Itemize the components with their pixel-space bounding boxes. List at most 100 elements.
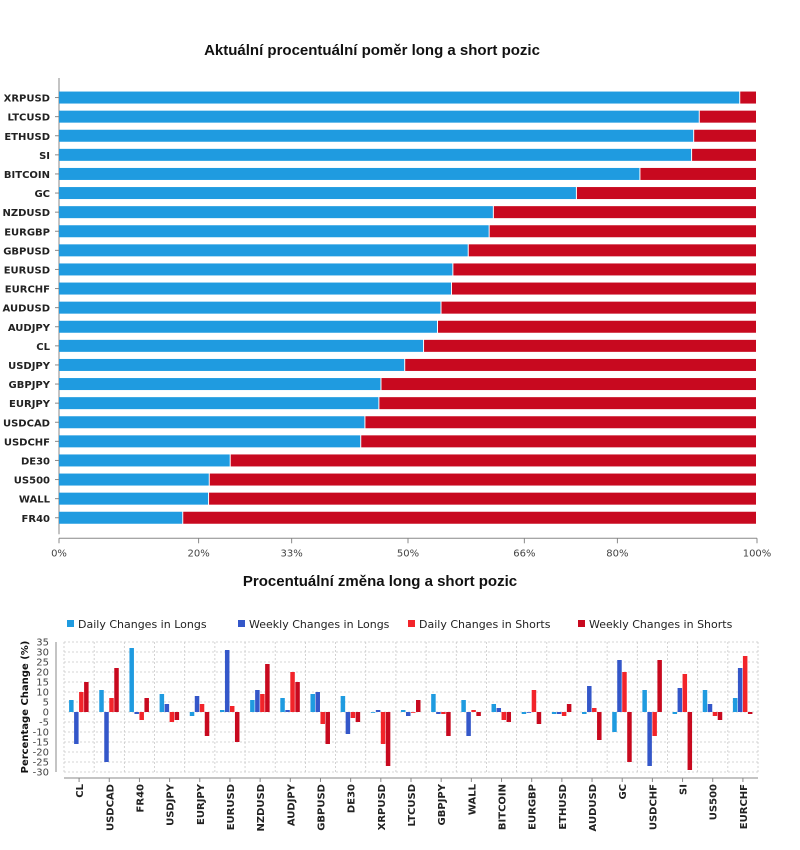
- bar-3-WALL: [476, 712, 481, 716]
- y-tick-label: -30: [33, 768, 49, 779]
- category-label: NZDUSD: [2, 208, 50, 219]
- bar-2-GBPJPY: [441, 712, 446, 714]
- bar-2-EURJPY: [199, 704, 205, 712]
- category-label: FR40: [135, 784, 146, 812]
- bar-0-AUDJPY: [280, 698, 285, 712]
- legend-swatch: [578, 620, 585, 627]
- bar-3-AUDUSD: [597, 712, 602, 740]
- y-tick-label: -5: [39, 718, 49, 729]
- bar-short-SI: [692, 148, 756, 161]
- category-label: EURCHF: [739, 784, 750, 829]
- bar-3-GC: [627, 712, 632, 762]
- category-label: SI: [39, 151, 50, 162]
- bar-2-LTCUSD: [411, 712, 416, 713]
- bar-3-FR40: [144, 698, 149, 712]
- bar-2-FR40: [139, 712, 144, 720]
- bar-long-NZDUSD: [59, 206, 493, 219]
- category-label: WALL: [19, 495, 51, 506]
- category-label: ETHUSD: [558, 784, 569, 830]
- bar-short-EURUSD: [453, 263, 756, 276]
- bar-long-EURJPY: [59, 397, 379, 410]
- legend-label: Daily Changes in Shorts: [419, 618, 551, 631]
- category-label: AUDUSD: [3, 304, 50, 315]
- legend-label: Daily Changes in Longs: [78, 618, 207, 631]
- bar-3-EURCHF: [747, 712, 753, 714]
- y-tick-label: 10: [36, 688, 49, 699]
- x-tick-label: 0%: [51, 548, 67, 559]
- bar-2-USDCAD: [109, 698, 114, 712]
- legend-swatch: [408, 620, 415, 627]
- bar-short-GBPUSD: [468, 244, 756, 257]
- bar-short-US500: [209, 473, 756, 486]
- bar-1-USDJPY: [164, 704, 170, 712]
- category-label: EURGBP: [528, 784, 539, 830]
- y-tick-label: 20: [36, 668, 49, 679]
- category-label: EURUSD: [226, 784, 237, 830]
- category-label: AUDUSD: [588, 784, 599, 831]
- bar-1-EURUSD: [224, 650, 230, 712]
- bar-3-ETHUSD: [566, 704, 572, 712]
- bar-2-ETHUSD: [561, 712, 567, 716]
- bar-3-LTCUSD: [416, 700, 421, 712]
- long-short-ratio-title: Aktuální procentuální poměr long a short…: [204, 42, 540, 59]
- y-tick-label: -25: [33, 758, 49, 769]
- bar-3-USDCAD: [114, 668, 119, 712]
- bar-2-AUDJPY: [290, 672, 295, 712]
- y-tick-label: 15: [36, 678, 49, 689]
- bar-0-EURJPY: [189, 712, 195, 716]
- category-label: EURJPY: [9, 399, 51, 410]
- bar-long-FR40: [59, 511, 183, 524]
- bar-0-NZDUSD: [250, 700, 255, 712]
- bar-1-EURGBP: [526, 712, 532, 713]
- y-tick-label: 30: [36, 648, 49, 659]
- bar-short-WALL: [209, 492, 756, 505]
- bar-2-USDCHF: [652, 712, 657, 736]
- bar-3-US500: [717, 712, 723, 720]
- bar-2-CL: [79, 692, 84, 712]
- bar-3-EURUSD: [234, 712, 240, 742]
- bar-0-XRPUSD: [370, 712, 376, 713]
- bar-2-GBPUSD: [320, 712, 325, 724]
- category-label: NZDUSD: [256, 784, 267, 832]
- bar-long-GBPUSD: [59, 244, 468, 257]
- bar-0-DE30: [340, 696, 346, 712]
- bar-2-BITCOIN: [501, 712, 507, 720]
- bar-3-CL: [84, 682, 89, 712]
- bar-2-GC: [622, 672, 627, 712]
- bar-0-USDCAD: [99, 690, 104, 712]
- bar-long-USDJPY: [59, 358, 405, 371]
- bar-short-EURJPY: [379, 397, 756, 410]
- bar-2-EURGBP: [531, 690, 537, 712]
- bar-short-FR40: [183, 511, 756, 524]
- bar-long-GC: [59, 187, 576, 200]
- bar-2-DE30: [350, 712, 356, 718]
- x-tick-label: 100%: [743, 548, 772, 559]
- bar-2-AUDUSD: [592, 708, 597, 712]
- category-label: XRPUSD: [377, 784, 388, 830]
- bar-3-GBPUSD: [325, 712, 330, 744]
- bar-long-XRPUSD: [59, 91, 740, 104]
- bar-short-EURGBP: [489, 225, 756, 238]
- y-tick-label: -10: [33, 728, 49, 739]
- bar-long-USDCHF: [59, 435, 361, 448]
- bar-0-GBPUSD: [310, 694, 315, 712]
- x-tick-label: 66%: [513, 548, 535, 559]
- bar-3-EURGBP: [536, 712, 542, 724]
- category-label: BITCOIN: [4, 170, 50, 181]
- bar-3-BITCOIN: [506, 712, 512, 722]
- category-label: GBPUSD: [316, 784, 327, 831]
- category-label: EURJPY: [196, 783, 207, 825]
- bar-short-BITCOIN: [640, 167, 756, 180]
- percentage-change-chart: Daily Changes in Longs Weekly Changes in …: [20, 618, 759, 832]
- bar-short-XRPUSD: [740, 91, 756, 104]
- bar-1-CL: [74, 712, 79, 744]
- y-axis-label: Percentage Change (%): [20, 641, 31, 774]
- bar-long-SI: [59, 148, 692, 161]
- bar-0-WALL: [461, 700, 466, 712]
- bar-short-USDCAD: [365, 416, 756, 429]
- x-tick-label: 33%: [281, 548, 303, 559]
- category-label: USDJPY: [166, 783, 177, 826]
- category-label: US500: [14, 476, 50, 487]
- bar-0-AUDUSD: [582, 712, 587, 714]
- bar-0-GBPJPY: [431, 694, 436, 712]
